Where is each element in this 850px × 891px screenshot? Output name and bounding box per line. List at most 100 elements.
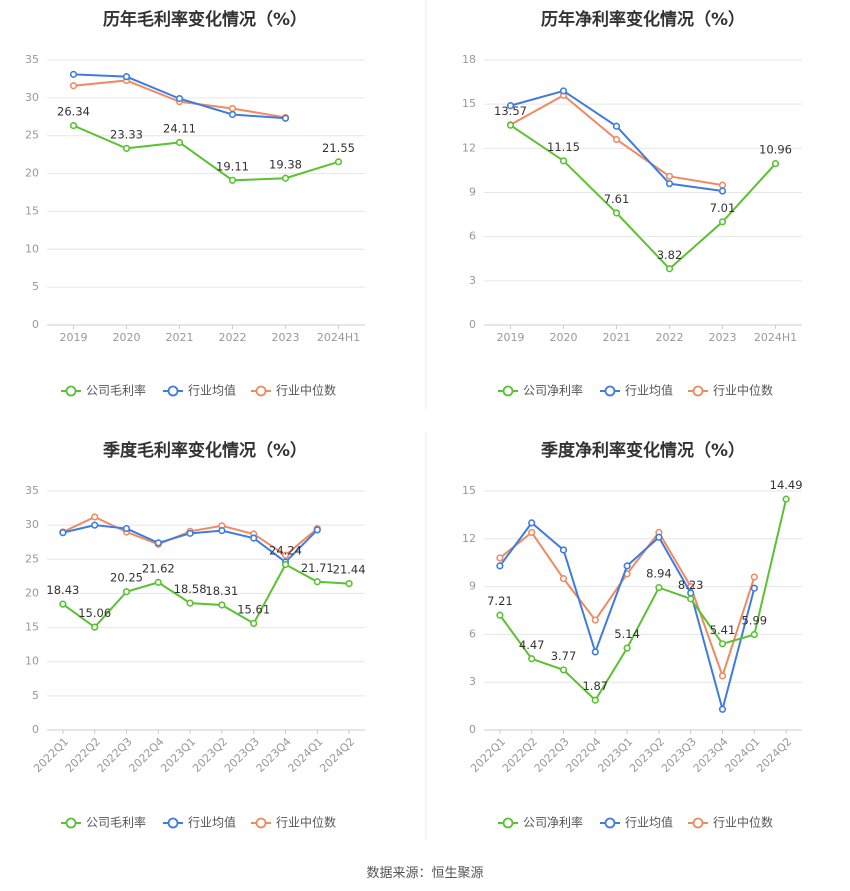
data-label: 7.01 [710, 201, 736, 215]
data-point-company [718, 640, 727, 648]
data-point-median [612, 135, 621, 144]
legend-swatch-marker [65, 385, 77, 397]
data-label: 3.82 [657, 248, 683, 262]
chart-title: 历年净利率变化情况（%） [541, 9, 745, 30]
data-point-company [59, 600, 67, 608]
chart-title: 季度毛利率变化情况（%） [103, 440, 307, 461]
data-point-company [154, 578, 162, 586]
data-point-median [718, 181, 727, 189]
legend-swatch-marker [502, 385, 514, 397]
y-tick-label: 0 [469, 723, 476, 736]
x-tick-label: 2024H1 [754, 331, 797, 344]
data-point-median [528, 528, 536, 537]
data-label: 21.71 [301, 561, 334, 575]
data-point-avg [591, 648, 599, 656]
chart-panel-3: 季度毛利率变化情况（%）051015202530352022Q12022Q220… [25, 440, 366, 830]
y-tick-label: 20 [25, 167, 39, 180]
data-point-avg [718, 187, 727, 195]
data-label: 18.31 [205, 584, 238, 598]
data-point-avg [559, 546, 568, 554]
series-line-company [509, 124, 777, 271]
series-line-median [499, 530, 756, 679]
data-point-company [334, 158, 343, 166]
data-label: 8.94 [646, 567, 672, 581]
data-point-company [665, 265, 674, 273]
data-point-avg [655, 533, 663, 541]
data-point-median [281, 551, 290, 559]
data-point-company [250, 619, 258, 628]
y-tick-label: 9 [469, 186, 476, 199]
legend-label: 行业均值 [188, 383, 236, 398]
x-tick-label: 2020 [550, 331, 578, 344]
x-tick-label: 2019 [60, 331, 88, 344]
data-point-avg [250, 534, 258, 542]
data-point-avg [91, 521, 99, 529]
x-tick-label: 2023 [709, 331, 737, 344]
legend-swatch-marker [502, 817, 514, 829]
data-point-median [496, 554, 504, 562]
y-tick-label: 30 [25, 518, 39, 531]
data-point-company [91, 623, 99, 631]
data-point-company [345, 579, 353, 588]
legend-label: 公司净利率 [523, 815, 583, 830]
data-label: 7.21 [487, 594, 513, 608]
data-point-company [559, 666, 568, 674]
legend-label: 行业中位数 [713, 815, 773, 830]
data-label: 21.62 [142, 561, 175, 575]
data-point-avg [175, 95, 184, 103]
legend-swatch-marker [255, 817, 267, 829]
data-point-avg [228, 110, 237, 119]
data-point-median [91, 513, 99, 521]
data-point-avg [281, 114, 290, 122]
data-label: 23.33 [110, 127, 143, 141]
data-label: 19.11 [216, 159, 249, 173]
data-label: 24.24 [269, 543, 302, 557]
data-source-note: 数据来源：恒生聚源 [366, 866, 484, 881]
x-tick-label: 2024Q2 [754, 735, 794, 775]
chart-panel-4: 季度净利率变化情况（%）036912152022Q12022Q22022Q320… [462, 440, 803, 830]
y-tick-label: 0 [32, 318, 39, 331]
data-point-company [591, 696, 599, 704]
x-tick-label: 2019 [497, 331, 525, 344]
legend-swatch-marker [65, 817, 77, 829]
series-median [496, 528, 758, 680]
data-point-company [175, 138, 184, 147]
data-point-company [612, 209, 621, 217]
y-tick-label: 10 [25, 242, 39, 255]
legend: 公司净利率 行业均值 行业中位数 [498, 383, 773, 398]
data-point-avg [69, 70, 78, 78]
legend-label: 行业中位数 [713, 383, 773, 398]
legend-swatch-marker [604, 817, 616, 829]
data-point-company [506, 121, 515, 129]
y-tick-label: 15 [462, 97, 476, 110]
data-label: 13.57 [494, 104, 527, 118]
legend-swatch-marker [167, 385, 179, 397]
y-tick-label: 20 [25, 586, 39, 599]
data-label: 21.44 [333, 563, 366, 577]
y-tick-label: 12 [462, 141, 476, 154]
legend: 公司毛利率 行业均值 行业中位数 [61, 815, 336, 830]
data-label: 1.87 [582, 679, 608, 693]
y-tick-label: 0 [32, 723, 39, 736]
data-point-company [528, 655, 536, 663]
legend-label: 行业中位数 [276, 815, 336, 830]
data-point-avg [218, 527, 226, 535]
data-point-company [655, 583, 663, 592]
legend-label: 行业均值 [188, 815, 236, 830]
y-tick-label: 35 [25, 53, 39, 66]
data-point-avg [59, 529, 67, 537]
series-company: 26.34 23.33 24.11 19.11 19.38 21.55 [57, 105, 355, 184]
legend-label: 行业均值 [625, 383, 673, 398]
data-point-avg [122, 73, 131, 81]
data-point-median [69, 82, 78, 90]
x-tick-label: 2020 [113, 331, 141, 344]
y-tick-label: 35 [25, 484, 39, 497]
data-point-company [496, 611, 504, 619]
y-tick-label: 9 [469, 580, 476, 593]
legend-swatch-marker [604, 385, 616, 397]
legend: 公司净利率 行业均值 行业中位数 [498, 815, 773, 830]
series-avg [59, 521, 321, 566]
data-point-avg [623, 562, 631, 570]
y-tick-label: 10 [25, 655, 39, 668]
